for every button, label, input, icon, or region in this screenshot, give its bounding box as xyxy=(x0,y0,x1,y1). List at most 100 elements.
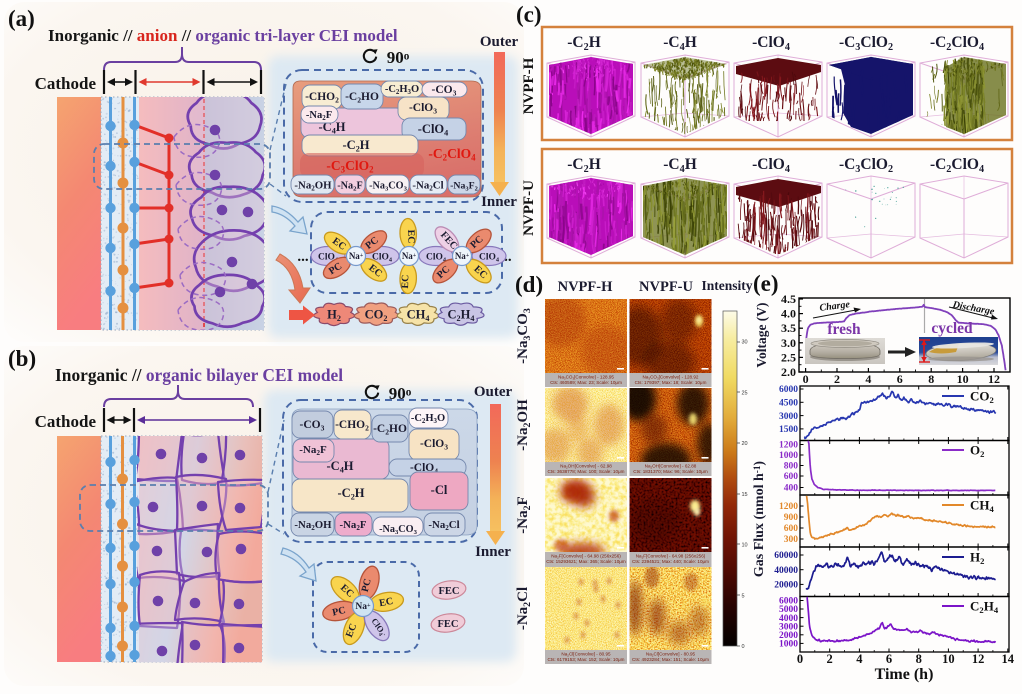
svg-text:(b): (b) xyxy=(8,346,36,371)
svg-text:fresh: fresh xyxy=(827,321,861,338)
svg-text:FEC: FEC xyxy=(438,619,459,630)
svg-text:Cathode: Cathode xyxy=(35,74,97,93)
svg-text:12: 12 xyxy=(972,652,985,666)
svg-text:(e): (e) xyxy=(753,271,779,296)
svg-text:-C2​ClO4​: -C2​ClO4​ xyxy=(930,156,984,175)
svg-text:30: 30 xyxy=(742,340,748,346)
svg-text:-Na2​Cl: -Na2​Cl xyxy=(428,519,459,532)
svg-text:2.0: 2.0 xyxy=(781,365,796,379)
svg-text:Cts: 179397; Max: 18; Scale: 1: Cts: 179397; Max: 18; Scale: 10μm xyxy=(635,380,707,385)
svg-text:-C2​ClO4​: -C2​ClO4​ xyxy=(428,146,476,163)
svg-text:20000: 20000 xyxy=(774,581,798,591)
svg-text:1000: 1000 xyxy=(779,640,798,650)
svg-text:1200: 1200 xyxy=(779,441,798,451)
svg-text:NVPF-H: NVPF-H xyxy=(521,57,537,114)
svg-text:NVPF-U: NVPF-U xyxy=(639,279,693,295)
svg-text:12: 12 xyxy=(988,372,1000,386)
svg-text:2: 2 xyxy=(827,652,833,666)
svg-text:-C2​H3​O: -C2​H3​O xyxy=(385,84,419,96)
svg-text:4.5: 4.5 xyxy=(781,292,796,306)
svg-text:-Cl: -Cl xyxy=(431,483,448,497)
svg-text:Voltage (V): Voltage (V) xyxy=(754,302,769,367)
svg-text:10: 10 xyxy=(942,652,955,666)
svg-text:-Na2​Cl: -Na2​Cl xyxy=(412,180,443,193)
svg-text:600: 600 xyxy=(784,472,799,482)
svg-text:-ClO3​: -ClO3​ xyxy=(420,438,448,451)
svg-text:300: 300 xyxy=(784,535,799,545)
svg-text:14: 14 xyxy=(1002,652,1015,666)
svg-text:10: 10 xyxy=(742,543,748,549)
svg-text:4500: 4500 xyxy=(779,399,798,409)
svg-text:15: 15 xyxy=(742,492,748,498)
svg-text:EC: EC xyxy=(400,274,411,288)
svg-text:Outer: Outer xyxy=(480,34,519,50)
svg-text:-ClO4​: -ClO4​ xyxy=(752,34,790,53)
svg-text:8: 8 xyxy=(916,652,922,666)
svg-text:...: ... xyxy=(297,249,309,265)
svg-text:40000: 40000 xyxy=(774,566,798,576)
svg-text:Inorganic // anion // organic: Inorganic // anion // organic tri-layer … xyxy=(48,26,398,45)
svg-text:800: 800 xyxy=(784,462,799,472)
svg-text:NVPF-U: NVPF-U xyxy=(521,180,537,236)
svg-text:Cts: 15293621; Max: 365; Scale: Cts: 15293621; Max: 365; Scale: 10μm xyxy=(546,559,626,564)
svg-text:1000: 1000 xyxy=(779,451,798,461)
svg-text:Cts: 6179153; Max: 152; Scale:: Cts: 6179153; Max: 152; Scale: 10μm xyxy=(548,657,625,662)
svg-text:6: 6 xyxy=(886,652,892,666)
svg-text:-Na2​F: -Na2​F xyxy=(337,181,362,193)
svg-text:cycled: cycled xyxy=(931,320,973,337)
svg-text:-CHO2​: -CHO2​ xyxy=(305,91,339,104)
svg-text:-C3​ClO2​: -C3​ClO2​ xyxy=(839,156,893,175)
svg-text:Cathode: Cathode xyxy=(35,412,97,431)
svg-text:-Na2​Cl: -Na2​Cl xyxy=(515,587,533,630)
svg-text:5: 5 xyxy=(742,593,745,599)
svg-text:-ClO4​: -ClO4​ xyxy=(752,156,790,175)
svg-text:Gas Flux (nmol h-​1​): Gas Flux (nmol h-​1​) xyxy=(752,461,767,578)
svg-text:20: 20 xyxy=(742,441,748,447)
svg-text:60000: 60000 xyxy=(774,551,798,561)
svg-text:-ClO3​: -ClO3​ xyxy=(409,102,437,115)
svg-text:Outer: Outer xyxy=(474,384,513,400)
svg-text:-CHO2​: -CHO2​ xyxy=(335,419,369,432)
svg-text:-Na2​F: -Na2​F xyxy=(340,519,367,532)
svg-text:-C2​ClO4​: -C2​ClO4​ xyxy=(930,34,984,53)
svg-text:400: 400 xyxy=(784,484,799,494)
svg-text:EC: EC xyxy=(405,229,416,243)
svg-text:3.0: 3.0 xyxy=(781,336,796,350)
svg-text:-Na2​F: -Na2​F xyxy=(306,110,332,122)
svg-text:Inorganic // organic bilayer C: Inorganic // organic bilayer CEI model xyxy=(55,365,343,385)
svg-text:(a): (a) xyxy=(8,6,35,31)
svg-text:1500: 1500 xyxy=(779,425,798,435)
svg-text:10: 10 xyxy=(957,372,969,386)
svg-text:-Na3​CO3​: -Na3​CO3​ xyxy=(515,308,533,364)
svg-text:-ClO4​: -ClO4​ xyxy=(418,122,448,138)
svg-text:-C3​ClO2​: -C3​ClO2​ xyxy=(839,34,893,53)
svg-text:Cts: 1831370; Max: 96; Scale:: Cts: 1831370; Max: 96; Scale: 10μm xyxy=(633,469,708,474)
svg-text:4: 4 xyxy=(865,372,871,386)
svg-text:6: 6 xyxy=(897,372,903,386)
svg-text:-C2​HO: -C2​HO xyxy=(373,423,407,436)
svg-text:(c): (c) xyxy=(516,2,542,27)
svg-text:900: 900 xyxy=(784,513,799,523)
svg-text:-Na3​CO3​: -Na3​CO3​ xyxy=(379,524,417,536)
svg-text:25: 25 xyxy=(742,390,748,396)
svg-text:4.0: 4.0 xyxy=(781,307,796,321)
svg-text:FEC: FEC xyxy=(439,586,460,597)
svg-text:-C2​H3​O: -C2​H3​O xyxy=(411,413,445,425)
svg-text:Cts: 460589; Max: 23; Scale: 1: Cts: 460589; Max: 23; Scale: 10μm xyxy=(550,380,622,385)
svg-text:0: 0 xyxy=(803,372,809,386)
svg-text:4: 4 xyxy=(856,652,863,666)
svg-text:600: 600 xyxy=(784,524,799,534)
svg-text:-Na3​F2​: -Na3​F2​ xyxy=(450,181,478,193)
svg-text:-Na3​CO3​: -Na3​CO3​ xyxy=(369,181,407,193)
svg-text:Time (h): Time (h) xyxy=(875,666,934,683)
svg-text:Intensity: Intensity xyxy=(701,278,752,293)
svg-text:-Na2​F: -Na2​F xyxy=(515,496,533,533)
svg-text:2.5: 2.5 xyxy=(781,350,796,364)
svg-text:8: 8 xyxy=(928,372,934,386)
svg-text:NVPF-H: NVPF-H xyxy=(558,279,613,295)
svg-text:Cts: 2394521; Max: 440; Scale:: Cts: 2394521; Max: 440; Scale: 10μm xyxy=(632,559,709,564)
svg-text:-Na2​F: -Na2​F xyxy=(299,444,327,457)
svg-text:-C3​ClO2​: -C3​ClO2​ xyxy=(326,158,374,175)
svg-text:Inner: Inner xyxy=(481,194,517,210)
svg-text:Cts: 4923284; Max: 151; Scale:: Cts: 4923284; Max: 151; Scale: 10μm xyxy=(632,657,709,662)
